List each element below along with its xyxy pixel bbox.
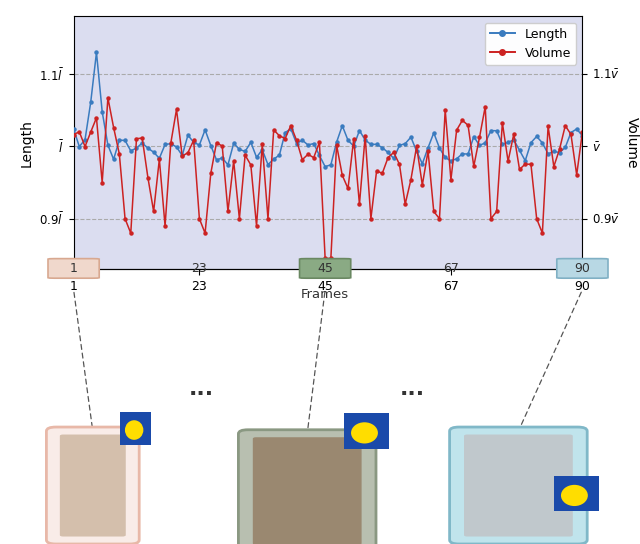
FancyBboxPatch shape [554, 476, 599, 511]
FancyBboxPatch shape [450, 427, 588, 544]
Length [70, 126, 77, 132]
Ellipse shape [351, 422, 378, 443]
Text: 23: 23 [191, 262, 207, 275]
Volume [436, 215, 444, 222]
Text: 45: 45 [317, 262, 333, 275]
FancyBboxPatch shape [253, 437, 362, 544]
Length [321, 163, 329, 170]
Text: ···: ··· [400, 385, 426, 404]
Text: Frames: Frames [301, 288, 349, 301]
Volume [144, 175, 152, 181]
FancyBboxPatch shape [300, 258, 351, 278]
Volume [504, 158, 512, 164]
FancyBboxPatch shape [464, 435, 573, 536]
FancyBboxPatch shape [48, 258, 99, 278]
Line: Length: Length [72, 51, 584, 168]
Volume [230, 158, 237, 164]
Length [516, 147, 524, 153]
Y-axis label: Length: Length [19, 119, 33, 167]
Length [579, 133, 586, 139]
Length [144, 145, 152, 151]
Length [504, 139, 512, 146]
Volume [104, 95, 112, 101]
Text: 90: 90 [575, 262, 590, 275]
FancyBboxPatch shape [238, 430, 376, 544]
Length [230, 140, 237, 146]
FancyBboxPatch shape [46, 427, 140, 544]
Text: 67: 67 [443, 262, 459, 275]
Volume [579, 129, 586, 135]
Volume [321, 255, 329, 262]
FancyBboxPatch shape [120, 412, 151, 445]
Length [567, 129, 575, 136]
Text: ···: ··· [189, 385, 214, 404]
Text: 1: 1 [70, 262, 77, 275]
Volume [516, 166, 524, 173]
Legend: Length, Volume: Length, Volume [484, 22, 576, 65]
Line: Volume: Volume [72, 96, 584, 260]
Y-axis label: Volume: Volume [625, 117, 639, 169]
Ellipse shape [561, 485, 588, 506]
Volume [567, 131, 575, 138]
Length [436, 145, 444, 151]
Length [93, 49, 100, 55]
FancyBboxPatch shape [557, 258, 608, 278]
Volume [70, 131, 77, 138]
Ellipse shape [125, 420, 143, 440]
FancyBboxPatch shape [60, 435, 125, 536]
FancyBboxPatch shape [344, 413, 389, 449]
